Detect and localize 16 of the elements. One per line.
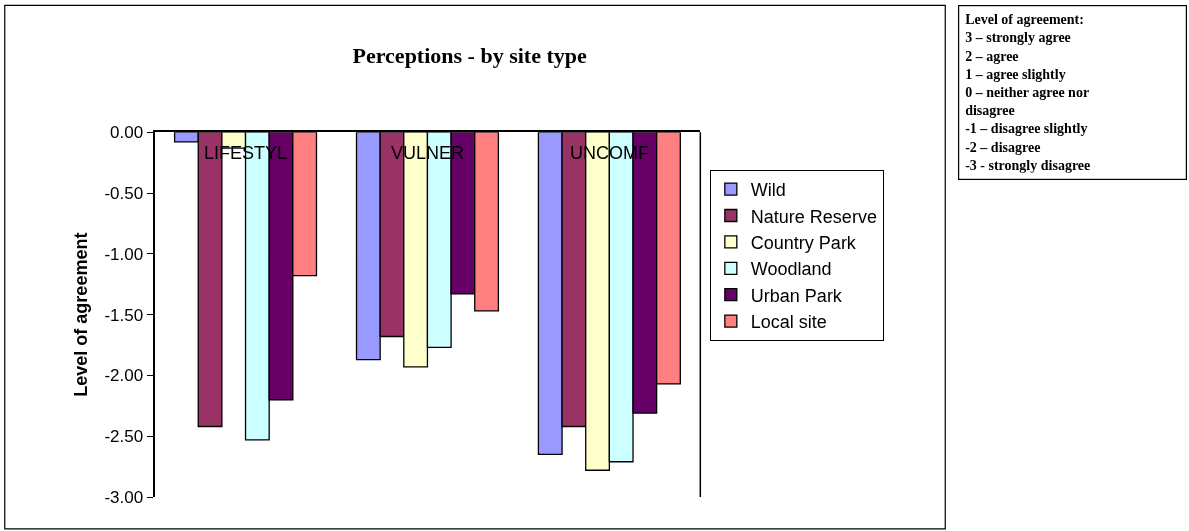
y-tick-label: -1.50 <box>104 305 144 325</box>
legend-label: Nature Reserve <box>750 206 877 227</box>
legend-label: Country Park <box>750 232 857 253</box>
y-tick-label: -2.00 <box>104 366 144 386</box>
y-tick-label: -3.00 <box>104 487 144 507</box>
y-tick-label: 0.00 <box>110 123 144 143</box>
legend-label: Wild <box>750 180 786 201</box>
legend-label: Woodland <box>750 259 832 280</box>
legend-label: Local site <box>750 312 827 333</box>
y-tick-label: -0.50 <box>104 183 144 203</box>
y-axis-title: Level of agreement <box>71 232 92 397</box>
legend-label: Urban Park <box>750 285 843 306</box>
chart-title: Perceptions - by site type <box>352 43 587 69</box>
y-tick-label: -2.50 <box>104 427 144 447</box>
y-tick-label: -1.00 <box>104 244 144 264</box>
text: Level of agreement: 3 – strongly agree 2 – agree 1 – agree slightly 0 – neither agree nor disagree -1 – disagree slightly -2 – disagree -3 - strongly disagree <box>965 12 1091 173</box>
